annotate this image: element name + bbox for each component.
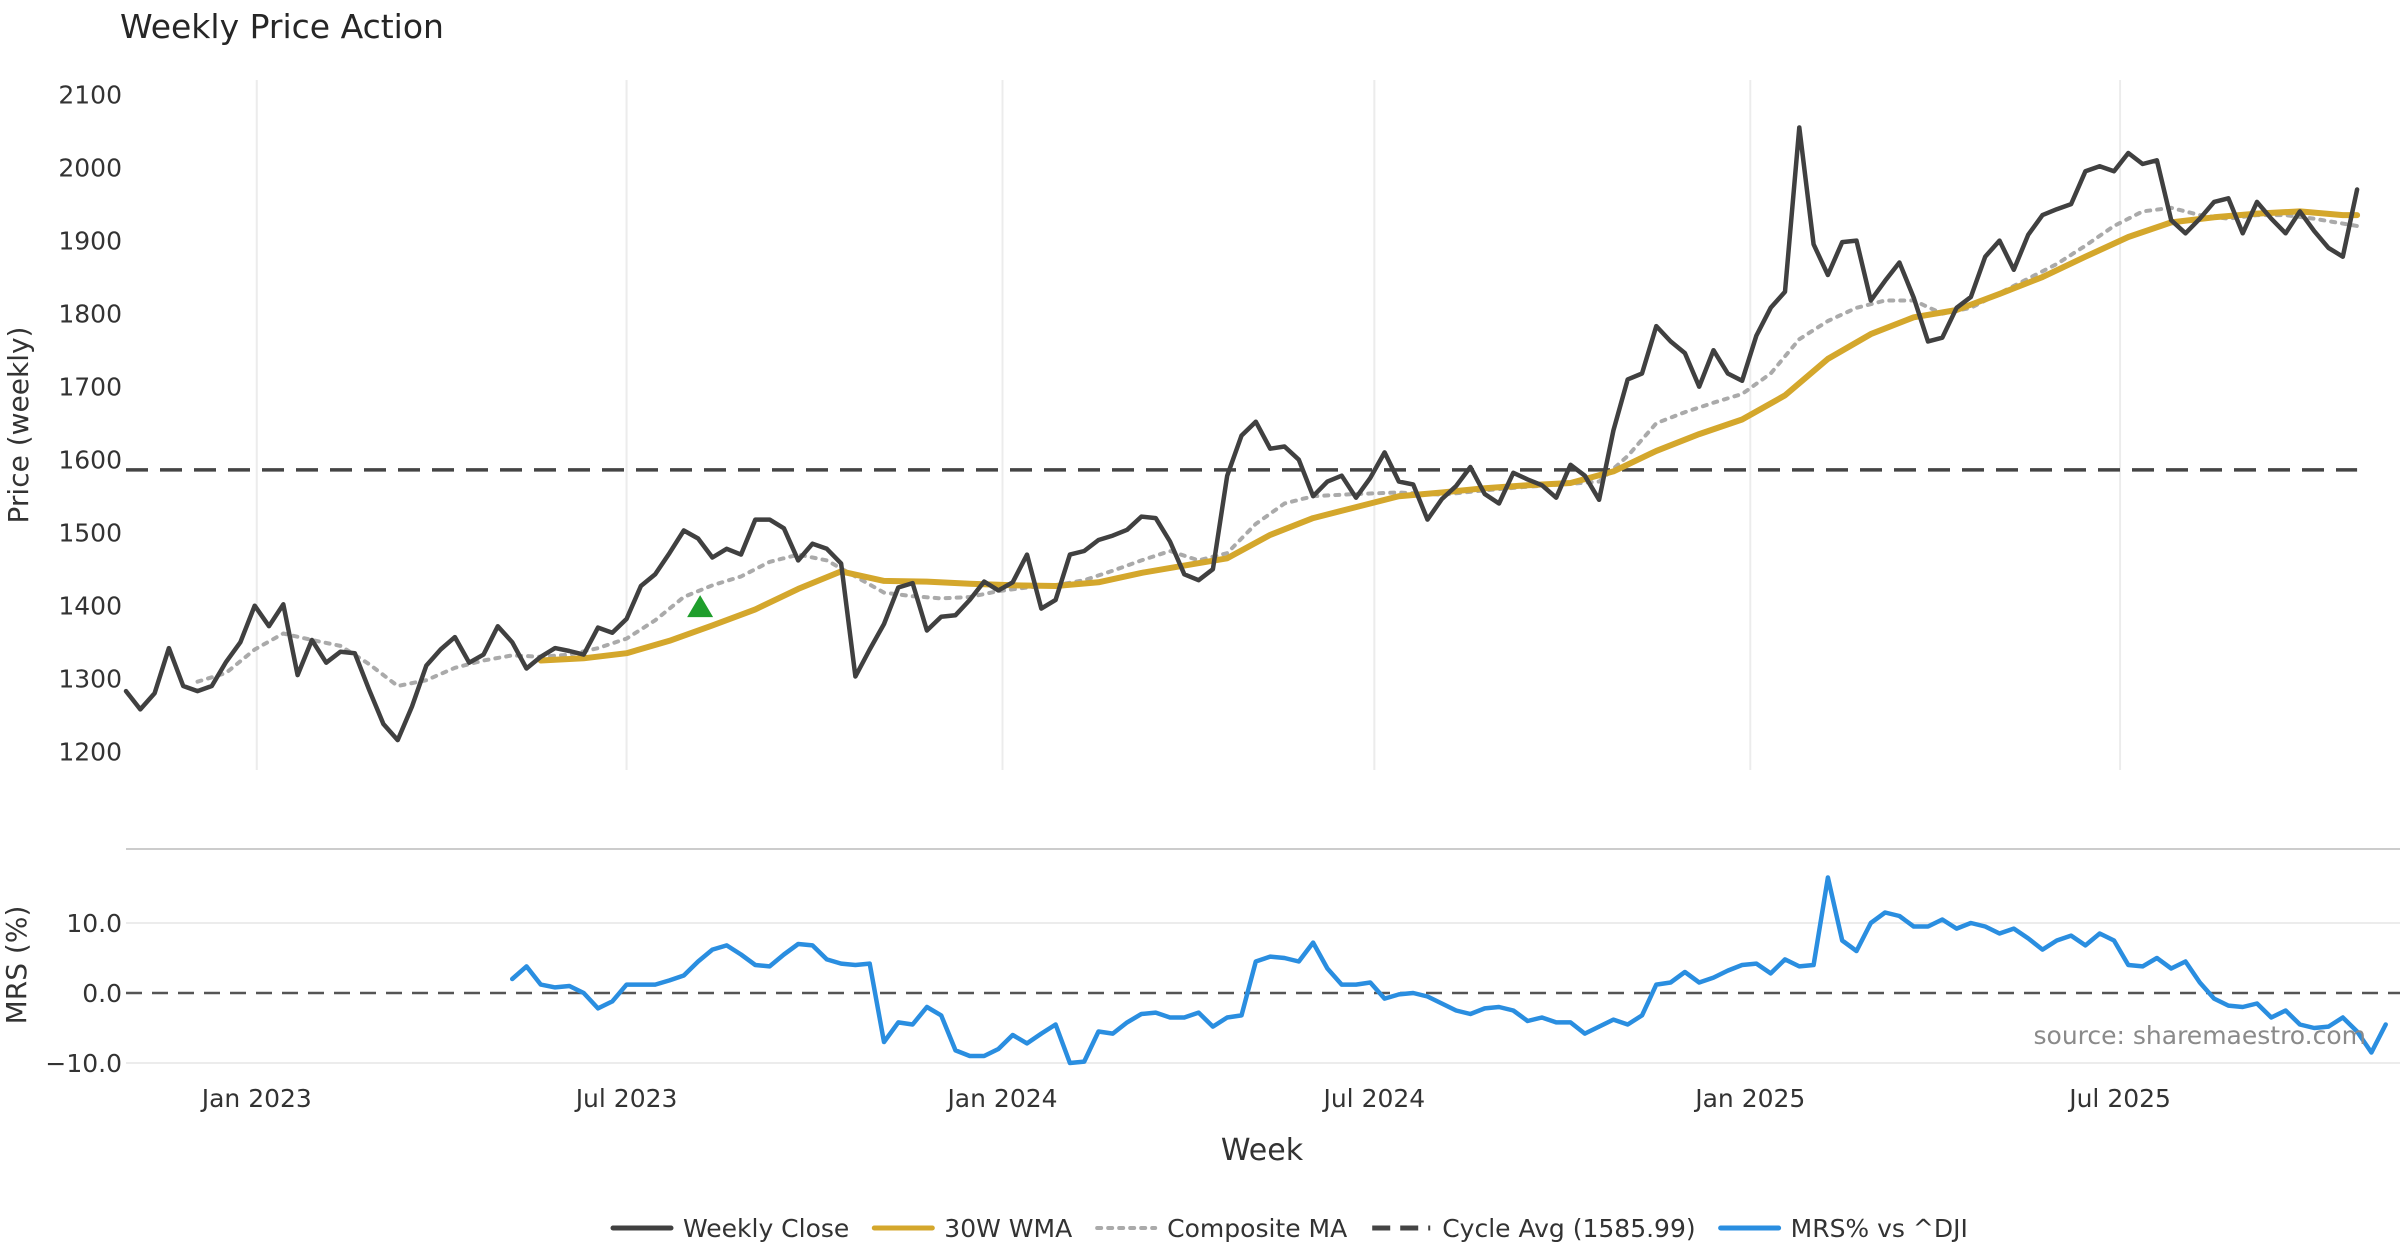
price-gridlines [255, 80, 2122, 770]
price-y-tick-5: 1700 [58, 373, 122, 402]
price-y-tick-3: 1500 [58, 519, 122, 548]
x-tick-5: Jul 2025 [2067, 1084, 2171, 1113]
series-line-30w-wma [537, 208, 2361, 664]
price-y-tick-labels: 1200 1300 1400 1500 1600 1700 1800 1900 2000 2100 [58, 81, 122, 767]
mrs-y-tick-labels: 10.0 0.0 −10.0 [45, 909, 122, 1078]
legend-item-30w-wma: 30W WMA [871, 1214, 1072, 1243]
legend-item-composite-ma: Composite MA [1095, 1214, 1347, 1243]
x-tick-3: Jul 2024 [1321, 1084, 1425, 1113]
legend-label-1: 30W WMA [944, 1214, 1072, 1243]
signal-marker-layer [687, 595, 714, 618]
price-y-axis-label: Price (weekly) [2, 327, 35, 524]
mrs-series [509, 875, 2388, 1066]
x-tick-2: Jan 2024 [945, 1084, 1057, 1113]
x-tick-1: Jul 2023 [574, 1084, 678, 1113]
x-tick-labels: Jan 2023 Jul 2023 Jan 2024 Jul 2024 Jan 2025… [200, 1084, 2171, 1113]
legend-label-4: MRS% vs ^DJI [1791, 1214, 1968, 1243]
price-y-tick-4: 1600 [58, 446, 122, 475]
series-line-mrs-vs-dji [509, 875, 2388, 1066]
price-series [123, 125, 2361, 743]
series-line-weekly-close [123, 125, 2360, 743]
chart-title: Weekly Price Action [120, 7, 444, 46]
price-y-tick-0: 1200 [58, 738, 122, 767]
legend-label-2: Composite MA [1167, 1214, 1347, 1243]
legend-item-weekly-close: Weekly Close [610, 1214, 849, 1243]
price-y-tick-1: 1300 [58, 665, 122, 694]
mrs-y-tick-1: 0.0 [82, 979, 122, 1008]
price-y-tick-2: 1400 [58, 592, 122, 621]
mrs-y-axis-label: MRS (%) [0, 906, 33, 1025]
x-axis-label: Week [1221, 1133, 1304, 1168]
price-y-tick-8: 2000 [58, 154, 122, 183]
signal-marker-triangle [687, 595, 714, 618]
legend-label-3: Cycle Avg (1585.99) [1442, 1214, 1695, 1243]
legend-item-mrs-vs-dji: MRS% vs ^DJI [1718, 1214, 1968, 1243]
price-y-tick-6: 1800 [58, 300, 122, 329]
mrs-y-tick-0: 10.0 [66, 909, 122, 938]
x-tick-4: Jan 2025 [1693, 1084, 1805, 1113]
mrs-y-tick-2: −10.0 [45, 1049, 122, 1078]
mrs-gridlines [126, 922, 2400, 1064]
source-annotation: source: sharemaestro.com [2034, 1021, 2367, 1050]
legend-item-cycle-avg-1585-99: Cycle Avg (1585.99) [1372, 1214, 1696, 1243]
x-tick-0: Jan 2023 [200, 1084, 312, 1113]
legend: Weekly Close 30W WMA Composite MA Cycle Avg… [610, 1214, 1968, 1243]
price-y-tick-7: 1900 [58, 227, 122, 256]
price-y-tick-9: 2100 [58, 81, 122, 110]
legend-label-0: Weekly Close [683, 1214, 849, 1243]
